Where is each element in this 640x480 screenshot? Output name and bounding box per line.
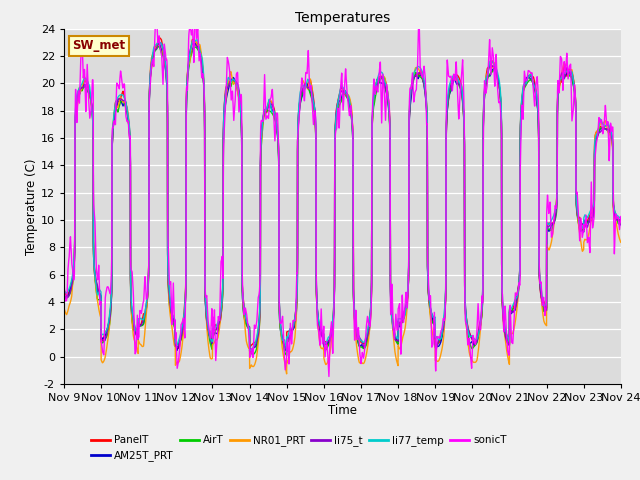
Title: Temperatures: Temperatures (295, 11, 390, 25)
Y-axis label: Temperature (C): Temperature (C) (25, 158, 38, 255)
Text: SW_met: SW_met (72, 39, 125, 52)
Legend: PanelT, AM25T_PRT, AirT, NR01_PRT, li75_t, li77_temp, sonicT: PanelT, AM25T_PRT, AirT, NR01_PRT, li75_… (92, 435, 507, 461)
X-axis label: Time: Time (328, 405, 357, 418)
